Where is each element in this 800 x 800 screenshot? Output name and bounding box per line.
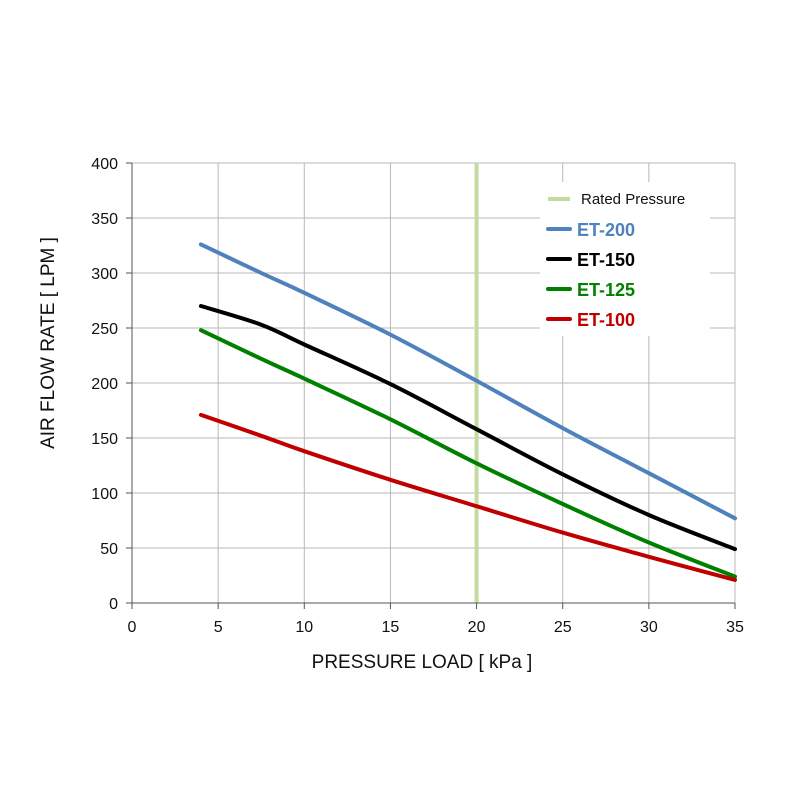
x-tick-label: 5 (214, 619, 223, 636)
tick-labels: 0 50 100 150 200 250 300 350 400 0 5 10 15 20 25 30 35 (91, 156, 744, 636)
x-tick-label: 35 (726, 619, 744, 636)
y-tick-label: 100 (91, 486, 118, 503)
series-line-et-125 (198, 328, 737, 579)
y-tick-label: 300 (91, 266, 118, 283)
y-tick-label: 350 (91, 211, 118, 228)
y-tick-label: 150 (91, 431, 118, 448)
x-axis-title: PRESSURE LOAD [ kPa ] (312, 652, 533, 673)
series-layer (198, 242, 737, 582)
y-tick-label: 50 (100, 541, 118, 558)
y-axis-title: AIR FLOW RATE [ LPM ] (38, 237, 59, 449)
series-line-et-150 (198, 304, 737, 552)
x-tick-label: 25 (554, 619, 572, 636)
y-tick-label: 200 (91, 376, 118, 393)
x-tick-label: 0 (128, 619, 137, 636)
y-tick-label: 250 (91, 321, 118, 338)
x-tick-label: 15 (382, 619, 400, 636)
x-tick-label: 30 (640, 619, 658, 636)
series-line-et-100 (198, 412, 737, 582)
legend-label-rated-pressure: Rated Pressure (581, 191, 685, 208)
axes (126, 162, 736, 609)
legend-label-et-200: ET-200 (577, 220, 635, 240)
y-tick-label: 0 (109, 596, 118, 613)
legend: Rated Pressure ET-200 ET-150 ET-125 ET-100 (540, 182, 710, 336)
x-tick-label: 20 (468, 619, 486, 636)
legend-label-et-125: ET-125 (577, 280, 635, 300)
legend-label-et-150: ET-150 (577, 250, 635, 270)
series-line-et-200 (198, 242, 737, 521)
x-tick-label: 10 (295, 619, 313, 636)
legend-label-et-100: ET-100 (577, 310, 635, 330)
y-tick-label: 400 (91, 156, 118, 173)
